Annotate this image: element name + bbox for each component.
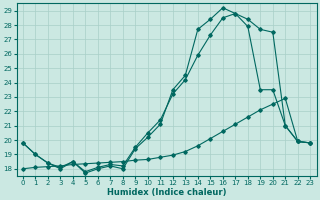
X-axis label: Humidex (Indice chaleur): Humidex (Indice chaleur)	[107, 188, 226, 197]
